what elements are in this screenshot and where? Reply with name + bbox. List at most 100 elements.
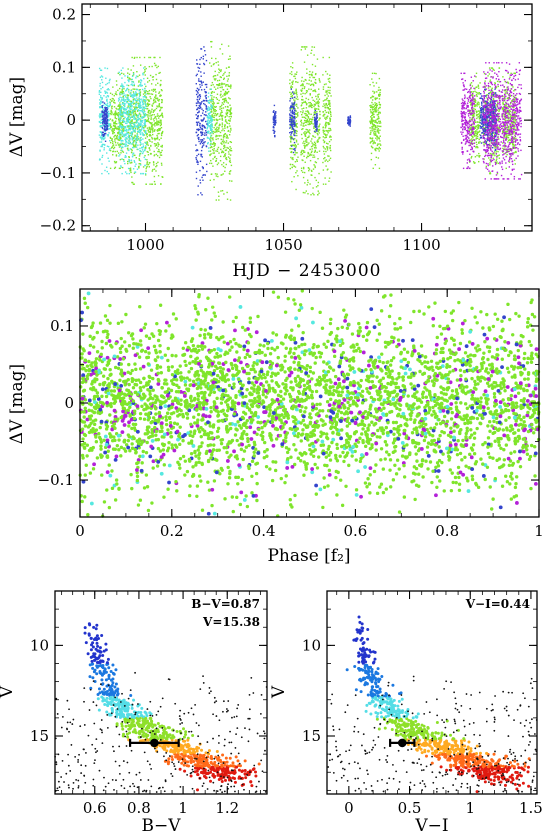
lightcurve-point: [494, 132, 497, 134]
lightcurve-point: [121, 132, 124, 134]
lightcurve-point: [210, 111, 213, 113]
lightcurve-point: [145, 97, 148, 99]
lightcurve-point: [315, 95, 317, 98]
lightcurve-point: [123, 108, 125, 110]
lightcurve-point: [377, 113, 380, 115]
lightcurve-point: [103, 117, 105, 120]
lightcurve-point: [504, 105, 506, 107]
lightcurve-point: [99, 95, 102, 97]
lightcurve-point: [118, 155, 120, 157]
lightcurve-point: [101, 107, 104, 109]
lightcurve-point: [216, 148, 219, 150]
lightcurve-point: [490, 88, 493, 91]
lightcurve-point: [211, 117, 213, 120]
lightcurve-point: [216, 79, 219, 82]
lightcurve-point: [205, 114, 207, 116]
lightcurve-point: [131, 94, 133, 96]
lightcurve-point: [329, 117, 331, 119]
lightcurve-point: [308, 79, 310, 81]
lightcurve-point: [154, 122, 156, 124]
lightcurve-point: [311, 96, 313, 99]
lightcurve-point: [495, 121, 497, 123]
lightcurve-point: [136, 88, 138, 91]
lightcurve-point: [151, 76, 154, 78]
lightcurve-point: [140, 122, 142, 125]
lightcurve-point: [136, 126, 138, 128]
lightcurve-point: [120, 114, 122, 116]
lightcurve-point: [101, 136, 104, 139]
lightcurve-point: [494, 133, 496, 136]
lightcurve-point: [505, 131, 507, 133]
lightcurve-point: [489, 130, 491, 132]
lightcurve-point: [149, 56, 152, 59]
lightcurve-point: [226, 111, 229, 114]
lightcurve-point: [118, 130, 121, 132]
lightcurve-point: [141, 84, 143, 87]
lightcurve-point: [322, 161, 324, 164]
lightcurve-point: [142, 72, 144, 75]
lightcurve-point: [112, 142, 114, 145]
lightcurve-point: [224, 94, 226, 96]
lightcurve-point: [509, 127, 512, 130]
lightcurve-point: [315, 113, 317, 115]
lightcurve-point: [289, 118, 291, 121]
lightcurve-point: [126, 119, 128, 121]
lightcurve-point: [200, 139, 202, 141]
lightcurve-point: [222, 89, 225, 91]
lightcurve-point: [98, 91, 101, 93]
lightcurve-point: [478, 93, 480, 95]
lightcurve-point: [293, 148, 295, 150]
lightcurve-point: [197, 107, 199, 109]
lightcurve-point: [140, 150, 142, 153]
lightcurve-point: [306, 144, 308, 147]
lightcurve-point: [160, 79, 162, 82]
lightcurve-point: [470, 91, 472, 93]
lightcurve-point: [375, 105, 378, 108]
lightcurve-point: [225, 93, 228, 95]
lightcurve-point: [328, 155, 330, 157]
lightcurve-point: [472, 136, 474, 139]
lightcurve-point: [476, 125, 478, 127]
lightcurve-point: [101, 115, 104, 117]
lightcurve-point: [124, 134, 126, 136]
lightcurve-point: [462, 167, 465, 170]
lightcurve-point: [102, 101, 104, 103]
lightcurve-point: [293, 123, 295, 126]
lightcurve-point: [211, 124, 213, 127]
lightcurve-point: [274, 122, 276, 124]
lightcurve-point: [310, 113, 312, 116]
lightcurve-point: [199, 126, 202, 129]
lightcurve-point: [157, 133, 159, 135]
lightcurve-point: [484, 86, 486, 88]
lightcurve-point: [304, 134, 307, 136]
lightcurve-point: [224, 135, 226, 138]
lightcurve-point: [230, 164, 233, 167]
lightcurve-point: [121, 93, 123, 95]
lightcurve-point: [289, 131, 291, 134]
lightcurve-point: [125, 100, 128, 103]
lightcurve-point: [369, 105, 371, 107]
lightcurve-point: [213, 145, 215, 148]
lightcurve-point: [112, 86, 114, 88]
lightcurve-point: [325, 150, 327, 153]
lightcurve-point: [482, 127, 485, 129]
lightcurve-point: [218, 71, 220, 74]
lightcurve-point: [143, 119, 146, 121]
lightcurve-point: [106, 118, 109, 121]
lightcurve-point: [304, 140, 307, 142]
lightcurve-point: [297, 143, 299, 145]
lightcurve-point: [203, 174, 205, 176]
lightcurve-point: [206, 137, 209, 139]
lightcurve-point: [306, 102, 308, 105]
lightcurve-point: [514, 111, 516, 113]
lightcurve-point: [377, 137, 379, 139]
lightcurve-point: [197, 92, 199, 94]
lightcurve-point: [371, 121, 373, 124]
lightcurve-point: [138, 163, 140, 165]
lightcurve-point: [377, 114, 379, 116]
lightcurve-point: [124, 109, 126, 111]
lightcurve-point: [325, 111, 328, 114]
lightcurve-point: [378, 125, 380, 128]
lightcurve-point: [317, 103, 320, 105]
lightcurve-point: [329, 118, 332, 120]
